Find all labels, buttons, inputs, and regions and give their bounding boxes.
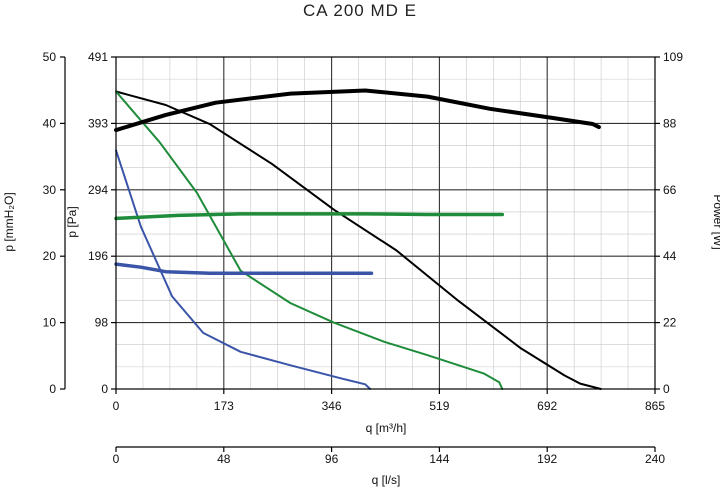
y-right-tick-label: 22	[663, 316, 677, 330]
y-inner-tick-label: 393	[88, 116, 108, 130]
y-inner-tick-label: 196	[88, 249, 108, 263]
grid	[116, 57, 655, 389]
y-outer-tick-label: 0	[49, 382, 56, 396]
y-right-tick-label: 66	[663, 183, 677, 197]
y-outer-tick-label: 30	[43, 183, 57, 197]
x2-tick-label: 240	[645, 452, 665, 466]
y-inner-tick-label: 98	[95, 316, 109, 330]
x2-tick-label: 144	[429, 452, 449, 466]
tick-labels: 0 173 346 519 692 865 0 48 96 144 192 240 0 10 20 30 40 5…	[43, 50, 684, 466]
y-right-tick-label: 0	[663, 382, 670, 396]
x2-axis-label: q [l/s]	[372, 473, 401, 487]
x-tick-label: 865	[645, 399, 665, 413]
y-right-tick-label: 88	[663, 116, 677, 130]
y-right-label: Power [W]	[711, 194, 720, 249]
series-power-green	[114, 212, 505, 221]
y-outer-tick-label: 20	[43, 249, 57, 263]
x2-tick-label: 0	[113, 452, 120, 466]
x-tick-label: 519	[429, 399, 449, 413]
y-outer-tick-label: 40	[43, 116, 57, 130]
x-tick-label: 0	[113, 399, 120, 413]
y-right-tick-label: 44	[663, 249, 677, 263]
y-inner-tick-label: 491	[88, 50, 108, 64]
series-pressure-blue	[115, 149, 372, 390]
y-inner-tick-label: 0	[101, 382, 108, 396]
x2-tick-label: 48	[217, 452, 231, 466]
x2-tick-label: 192	[537, 452, 557, 466]
y-left-inner-label: p [Pa]	[65, 206, 79, 237]
y-inner-tick-label: 294	[88, 183, 108, 197]
series-power-black	[114, 88, 601, 133]
axes	[60, 56, 660, 452]
x2-tick-label: 96	[325, 452, 339, 466]
series-pressure-green	[115, 90, 504, 390]
x-tick-label: 346	[322, 399, 342, 413]
series-power-blue	[114, 262, 374, 276]
y-right-tick-label: 109	[663, 50, 683, 64]
y-outer-tick-label: 10	[43, 316, 57, 330]
y-outer-tick-label: 50	[43, 50, 57, 64]
x-tick-label: 692	[537, 399, 557, 413]
plot-frame	[115, 56, 656, 390]
series-layer	[114, 88, 602, 390]
chart-title: CA 200 MD E	[303, 1, 417, 20]
y-left-outer-label: p [mmH₂O]	[2, 192, 16, 251]
series-pressure-black	[115, 90, 602, 390]
x-tick-label: 173	[214, 399, 234, 413]
x-axis-label: q [m³/h]	[366, 421, 407, 435]
